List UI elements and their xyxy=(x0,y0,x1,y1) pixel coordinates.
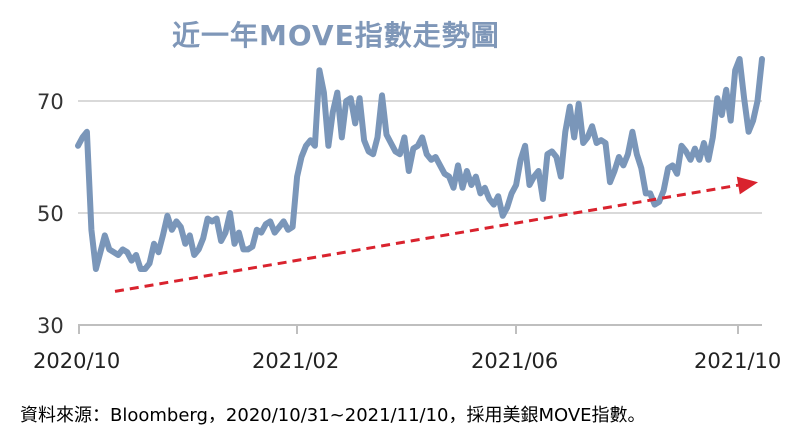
x-tick-label: 2021/06 xyxy=(471,349,558,373)
y-tick-label: 30 xyxy=(37,314,64,338)
x-axis-ticks: 2020/10 2021/02 2021/06 2021/10 xyxy=(33,325,781,373)
x-tick-label: 2020/10 xyxy=(33,349,120,373)
trend xyxy=(114,176,758,293)
y-axis-ticks: 30 50 70 xyxy=(37,90,64,338)
y-tick-label: 50 xyxy=(37,202,64,226)
gridlines xyxy=(78,100,762,214)
chart-title: 近一年MOVE指數走勢圖 xyxy=(172,19,500,52)
trend-arrowhead xyxy=(736,176,758,195)
x-tick-label: 2021/10 xyxy=(694,349,781,373)
series-line xyxy=(75,56,765,272)
trend-line xyxy=(114,182,745,293)
source-note: 資料來源：Bloomberg，2020/10/31~2021/11/10，採用美… xyxy=(20,405,646,426)
y-tick-label: 70 xyxy=(37,90,64,114)
x-tick-label: 2021/02 xyxy=(252,349,339,373)
series xyxy=(75,56,765,272)
